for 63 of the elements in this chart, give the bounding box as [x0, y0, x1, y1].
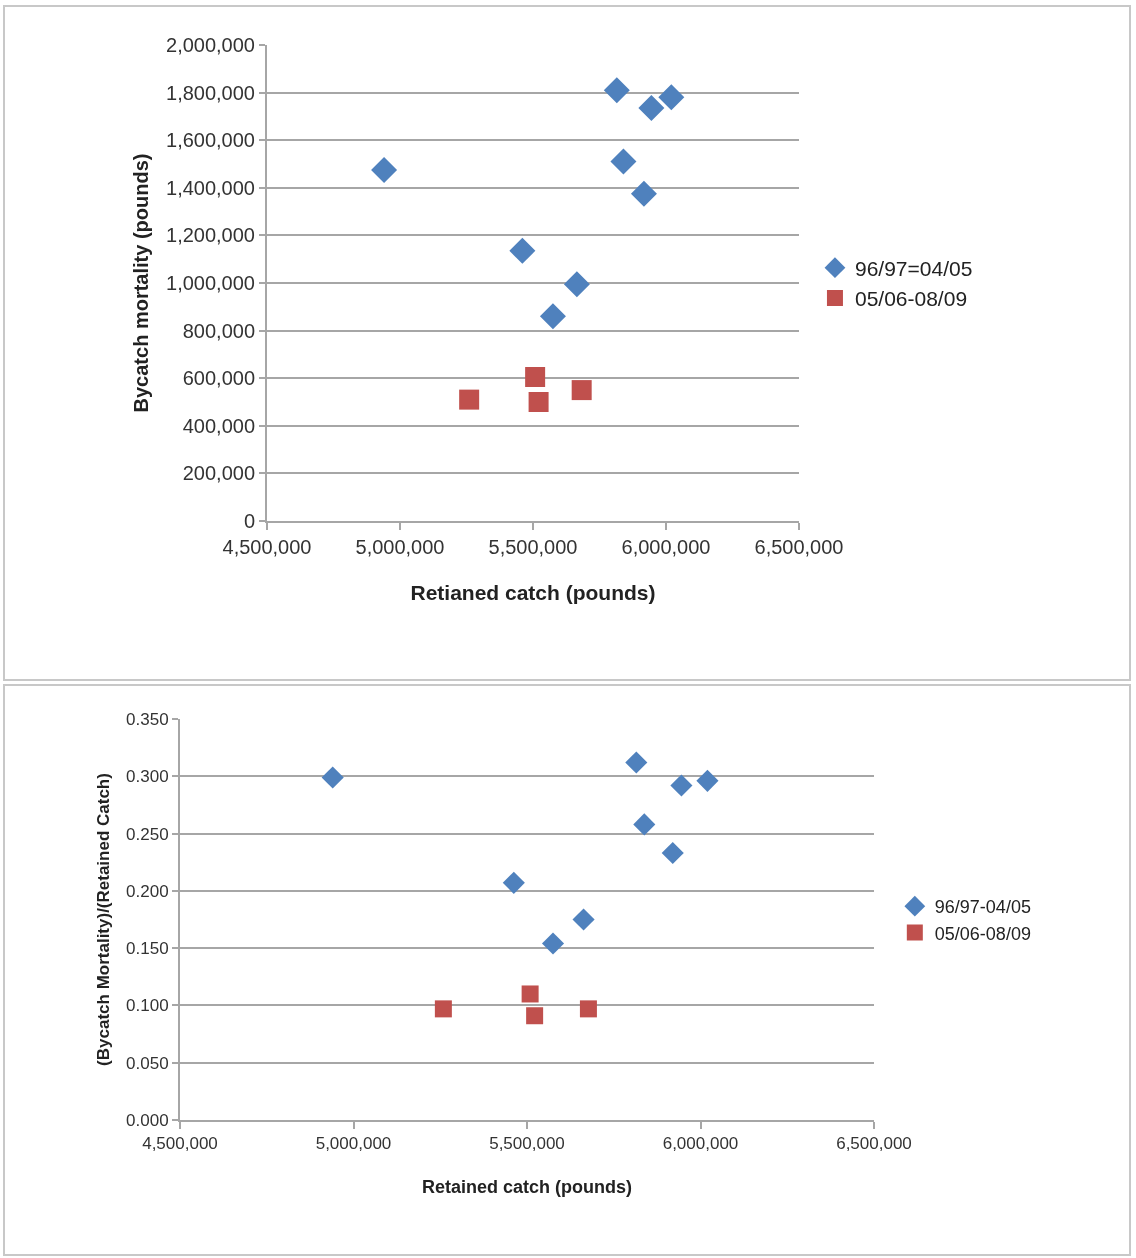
- point: [630, 180, 657, 207]
- point: [321, 766, 344, 789]
- point: [572, 908, 595, 931]
- y-tick-label: 1,800,000: [166, 81, 255, 104]
- y-tick-label: 0.300: [126, 767, 169, 787]
- legend-label: 05/06-08/09: [934, 923, 1031, 944]
- point: [603, 77, 630, 104]
- point: [633, 813, 656, 836]
- point: [434, 1000, 452, 1018]
- y-tick-label: 600,000: [182, 367, 255, 390]
- x-tick-label: 5,000,000: [355, 536, 445, 558]
- point: [521, 985, 539, 1003]
- point: [658, 84, 685, 111]
- x-tick-label: 6,000,000: [662, 1134, 739, 1154]
- y-tick-label: 400,000: [182, 414, 255, 437]
- point: [696, 769, 719, 792]
- y-tick-label: 0.250: [126, 824, 169, 844]
- point: [563, 271, 590, 298]
- legend-label: 05/06-08/09: [854, 287, 968, 311]
- y-tick-label: 0.200: [126, 881, 169, 901]
- y-tick-label: 0: [243, 510, 255, 532]
- x-tick-label: 5,500,000: [488, 536, 578, 558]
- legend-label: 96/97=04/05: [854, 256, 973, 280]
- point: [528, 392, 549, 412]
- y-tick-label: 2,000,000: [166, 34, 255, 56]
- y-tick-label: 800,000: [182, 319, 255, 342]
- x-tick-label: 4,500,000: [142, 1134, 218, 1154]
- x-axis-title: Retianed catch (pounds): [410, 580, 656, 604]
- point: [541, 932, 565, 955]
- y-tick-label: 0.350: [126, 709, 169, 729]
- point: [502, 871, 525, 894]
- y-tick-label: 0.150: [126, 939, 169, 959]
- y-axis-title: (Bycatch Mortality)/(Retained Catch): [94, 773, 114, 1066]
- x-tick-label: 6,500,000: [754, 536, 844, 558]
- point: [509, 237, 536, 264]
- point: [579, 1000, 597, 1018]
- x-tick-label: 5,500,000: [489, 1134, 565, 1154]
- y-tick-label: 1,200,000: [166, 224, 255, 247]
- x-tick-label: 4,500,000: [222, 536, 312, 558]
- point: [459, 389, 480, 410]
- y-tick-label: 200,000: [182, 462, 255, 485]
- point: [371, 156, 398, 183]
- legend-label: 96/97-04/05: [934, 897, 1031, 918]
- point: [526, 1007, 544, 1025]
- point: [670, 774, 693, 797]
- y-tick-label: 0.050: [126, 1053, 169, 1073]
- y-tick-label: 0.100: [126, 996, 169, 1016]
- point: [539, 303, 566, 330]
- point: [661, 842, 684, 865]
- x-tick-label: 5,000,000: [315, 1134, 392, 1154]
- x-axis-title: Retained catch (pounds): [421, 1177, 633, 1197]
- y-tick-label: 0.000: [126, 1110, 169, 1130]
- y-axis-title: Bycatch mortality (pounds): [130, 153, 153, 413]
- point: [625, 751, 648, 774]
- x-tick-label: 6,000,000: [621, 536, 711, 558]
- y-tick-label: 1,000,000: [166, 272, 255, 294]
- point: [638, 95, 665, 122]
- x-tick-label: 6,500,000: [836, 1134, 912, 1154]
- point: [525, 367, 546, 388]
- point: [610, 148, 637, 175]
- y-tick-label: 1,600,000: [166, 129, 255, 152]
- point: [571, 380, 592, 401]
- y-tick-label: 1,400,000: [166, 176, 255, 199]
